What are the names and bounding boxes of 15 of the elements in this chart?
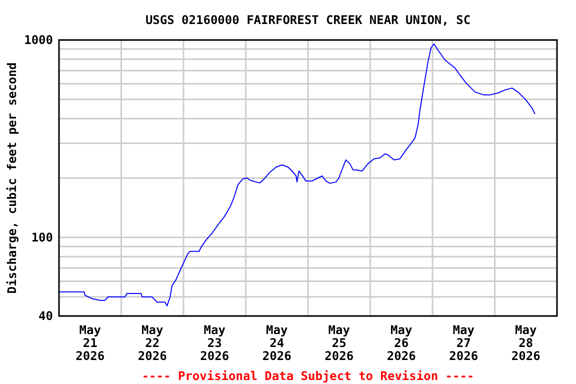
chart-title: USGS 02160000 FAIRFOREST CREEK NEAR UNION, SC xyxy=(145,13,471,27)
y-tick-label: 1000 xyxy=(24,33,53,48)
line-series xyxy=(58,43,536,306)
x-tick-label: May 22 2026 xyxy=(138,323,167,363)
x-tick-label: May 23 2026 xyxy=(200,323,230,363)
x-tick-label: May 24 2026 xyxy=(262,323,292,363)
text: ---- Provisional Data Subject to Revision ---- xyxy=(142,369,474,383)
x-tick-label: May 25 2026 xyxy=(324,323,354,363)
x-tick-label: May 27 2026 xyxy=(449,323,478,363)
x-tick-label: May 21 2026 xyxy=(76,323,105,363)
y-axis-title: Discharge, cubic feet per second xyxy=(5,62,19,294)
y-tick-label: 100 xyxy=(31,230,53,245)
y-tick-label: 40 xyxy=(38,309,53,324)
x-tick-label: May 26 2026 xyxy=(386,323,416,363)
x-tick-label: May 28 2026 xyxy=(511,323,540,363)
